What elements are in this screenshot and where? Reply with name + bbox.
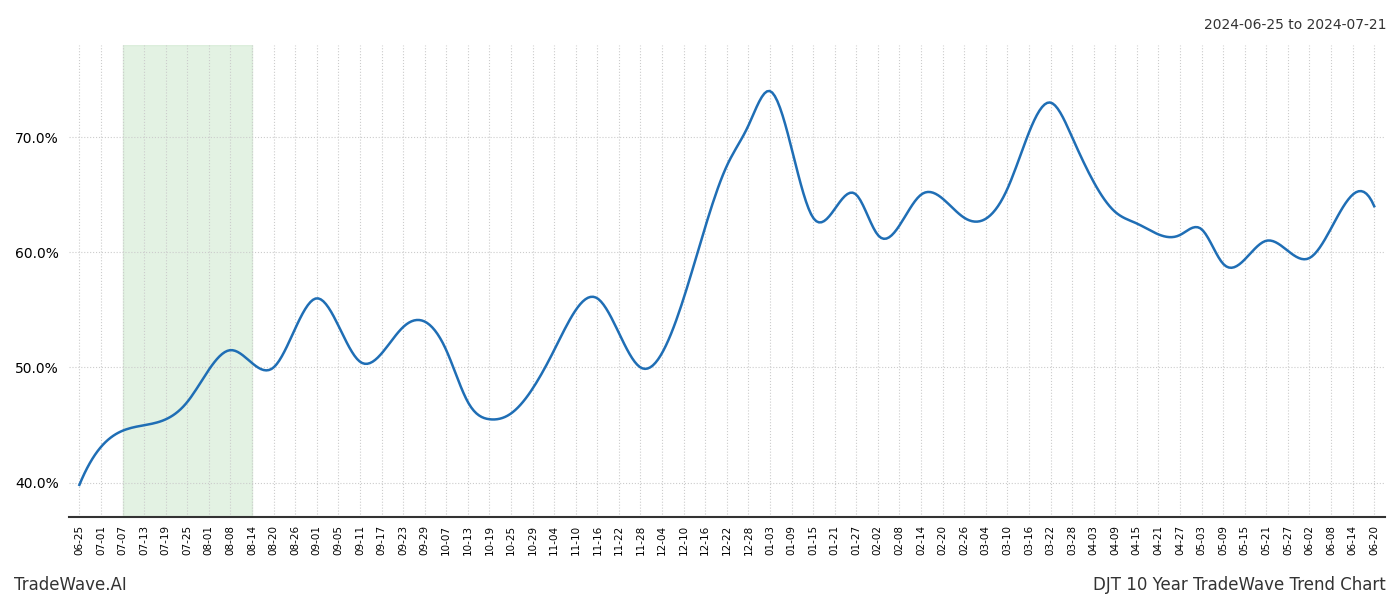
Text: DJT 10 Year TradeWave Trend Chart: DJT 10 Year TradeWave Trend Chart: [1093, 576, 1386, 594]
Text: TradeWave.AI: TradeWave.AI: [14, 576, 127, 594]
Bar: [123, 45, 252, 517]
Text: 2024-06-25 to 2024-07-21: 2024-06-25 to 2024-07-21: [1204, 18, 1386, 32]
